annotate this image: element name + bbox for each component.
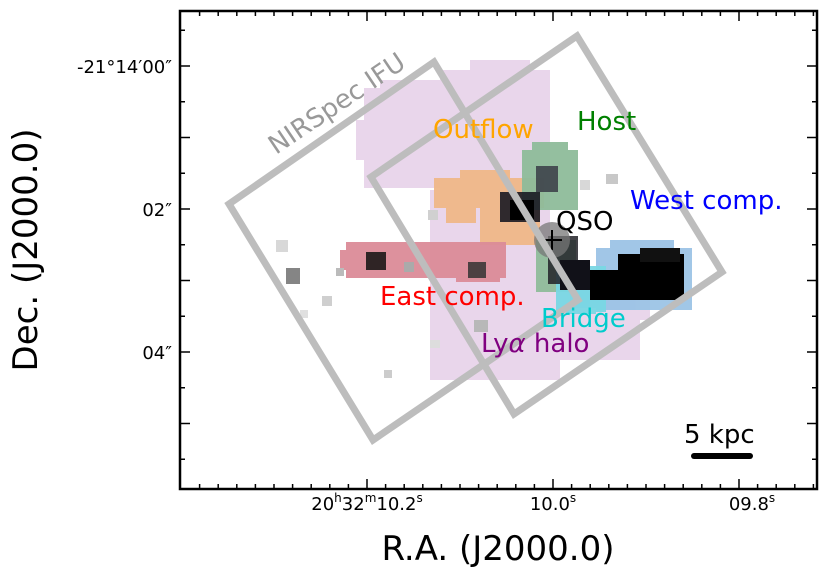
- label-west-comp: West comp.: [630, 186, 782, 216]
- x-tick-0-s: s: [416, 491, 422, 505]
- label-qso: QSO: [556, 207, 613, 237]
- emission-pixels: [276, 166, 684, 378]
- y-axis-title: Dec. (J2000.0): [6, 129, 46, 372]
- axis-ticks: [180, 11, 817, 489]
- lya-suffix: halo: [526, 329, 590, 359]
- x-tick-1-val: 10.0: [530, 494, 570, 515]
- scalebar-label: 5 kpc: [684, 420, 755, 450]
- y-tick-label-1: 02″: [142, 200, 172, 221]
- label-east-comp: East comp.: [380, 282, 525, 312]
- x-tick-0-h: h: [334, 491, 342, 505]
- x-tick-0-m: m: [365, 491, 377, 505]
- x-tick-0-min: 32: [342, 494, 365, 515]
- x-tick-2-val: 09.8: [729, 494, 769, 515]
- nirspec-ifu-footprints: [224, 31, 727, 445]
- y-tick-label-0: -21°14′00″: [77, 57, 172, 78]
- label-lya-halo: Lyα halo: [481, 329, 589, 359]
- label-outflow: Outflow: [433, 115, 534, 145]
- x-tick-label-1: 10.0s: [530, 491, 576, 515]
- x-tick-0-sec: 10.2: [376, 494, 416, 515]
- lya-prefix: Ly: [481, 329, 509, 359]
- x-tick-label-0: 20h32m10.2s: [311, 491, 422, 515]
- nirspec-footprint-1: [224, 57, 583, 445]
- x-tick-0-hours: 20: [311, 494, 334, 515]
- axes-frame: [178, 9, 819, 491]
- label-host: Host: [577, 107, 636, 137]
- y-tick-label-2: 04″: [142, 343, 172, 364]
- x-tick-2-s: s: [769, 491, 775, 505]
- x-axis-title: R.A. (J2000.0): [381, 529, 614, 569]
- x-tick-label-2: 09.8s: [729, 491, 775, 515]
- nirspec-footprint-2: [366, 31, 727, 419]
- x-tick-1-s: s: [570, 491, 576, 505]
- lya-alpha: α: [509, 329, 526, 359]
- label-bridge: Bridge: [541, 304, 626, 334]
